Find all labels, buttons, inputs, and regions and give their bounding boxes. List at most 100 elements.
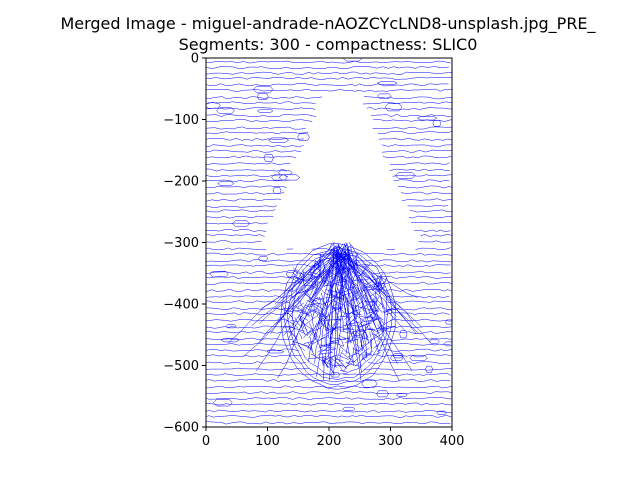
segment-contour: [319, 352, 333, 355]
x-tick-label: 0: [202, 434, 210, 449]
segment-contour: [408, 215, 452, 219]
segment-contour: [401, 191, 452, 195]
segment-contour: [384, 325, 452, 329]
x-tick-label: 200: [317, 434, 342, 449]
segment-contour: [377, 354, 452, 358]
segment-contour: [291, 249, 344, 345]
segment-contour: [297, 344, 305, 351]
segment-contour: [306, 299, 319, 307]
segment-contour: [311, 336, 327, 345]
segment-contour: [308, 356, 327, 360]
segment-contour: [341, 254, 418, 298]
segment-contour: [206, 77, 452, 80]
segment-contour: [323, 300, 332, 317]
segment-contour: [345, 336, 351, 355]
segment-contour: [206, 373, 331, 376]
segment-contour: [373, 302, 382, 314]
segment-contour: [367, 309, 379, 314]
segment-contour: [259, 252, 340, 344]
segment-contour: [341, 328, 348, 331]
segment-contour: [206, 229, 267, 232]
segment-contour: [363, 264, 451, 267]
segment-contour: [395, 172, 416, 179]
segment-contour: [322, 315, 329, 323]
segment-contour: [409, 355, 428, 361]
segment-contour: [253, 85, 274, 94]
segment-contour: [328, 324, 330, 339]
y-tick-label: 0: [191, 52, 199, 67]
segment-contour: [354, 266, 367, 281]
segment-contour: [312, 259, 316, 277]
segment-contour: [317, 304, 323, 310]
segment-contour: [286, 270, 298, 278]
segment-contour: [352, 312, 366, 322]
segment-contour: [339, 330, 355, 335]
segment-contour: [343, 277, 356, 286]
segment-contour: [343, 303, 348, 319]
segment-contour: [311, 246, 349, 288]
segment-contour: [368, 361, 451, 365]
segment-contour: [206, 343, 297, 346]
segment-contour: [328, 269, 334, 274]
segment-contour: [322, 279, 332, 287]
segment-contour: [359, 281, 369, 286]
segment-contour: [330, 318, 342, 329]
segment-contour: [351, 254, 358, 261]
segment-contour: [317, 313, 320, 320]
segment-contour: [338, 334, 346, 339]
segment-contour: [308, 322, 318, 339]
segment-contour: [375, 313, 384, 325]
segment-contour: [216, 107, 235, 115]
segment-contour: [334, 246, 431, 344]
segment-contour: [321, 358, 324, 367]
segment-contour: [330, 285, 333, 295]
segment-contour: [384, 103, 403, 112]
segment-contour: [352, 331, 358, 337]
segment-contour: [206, 312, 290, 316]
segment-contour: [277, 170, 293, 175]
segment-contour: [206, 281, 300, 285]
segment-contour: [392, 174, 452, 177]
segment-contour: [378, 277, 387, 295]
segment-contour: [206, 234, 265, 237]
segment-contour: [360, 331, 365, 347]
segment-contour: [363, 281, 372, 287]
segment-contour: [417, 116, 438, 121]
segment-contour: [257, 108, 274, 113]
segment-contour: [206, 318, 288, 322]
segment-contour: [339, 287, 355, 294]
segment-contour: [298, 332, 303, 339]
segment-contour: [407, 205, 449, 207]
segment-contour: [377, 81, 398, 85]
segment-contour: [377, 93, 392, 99]
segment-contour: [217, 181, 235, 186]
segment-contour: [321, 276, 323, 283]
segment-contour: [338, 300, 347, 313]
segment-boundaries: [206, 58, 452, 425]
segment-contour: [301, 324, 306, 335]
segment-contour: [397, 185, 452, 189]
segment-contour: [206, 198, 282, 202]
segment-contour: [368, 304, 374, 313]
segment-contour: [332, 290, 342, 298]
segment-contour: [418, 240, 452, 243]
segment-contour: [371, 275, 378, 286]
segment-contour: [381, 298, 384, 310]
segment-contour: [302, 307, 306, 314]
segment-contour: [331, 269, 344, 279]
y-axis: 0 −100 −200 −300 −400 −500 −600: [163, 52, 206, 436]
segment-contour: [330, 304, 337, 312]
segment-contour: [321, 315, 329, 321]
segment-contour: [292, 271, 301, 285]
segment-contour: [206, 149, 302, 153]
segment-contour: [206, 192, 285, 195]
segment-contour: [377, 131, 452, 134]
segment-contour: [387, 300, 452, 304]
segment-contour: [348, 252, 367, 359]
segment-contour: [206, 66, 449, 70]
segment-contour: [309, 274, 318, 278]
segment-contour: [376, 319, 393, 330]
segment-contour: [331, 280, 348, 285]
segment-contour: [291, 257, 386, 375]
segment-contour: [329, 307, 342, 314]
